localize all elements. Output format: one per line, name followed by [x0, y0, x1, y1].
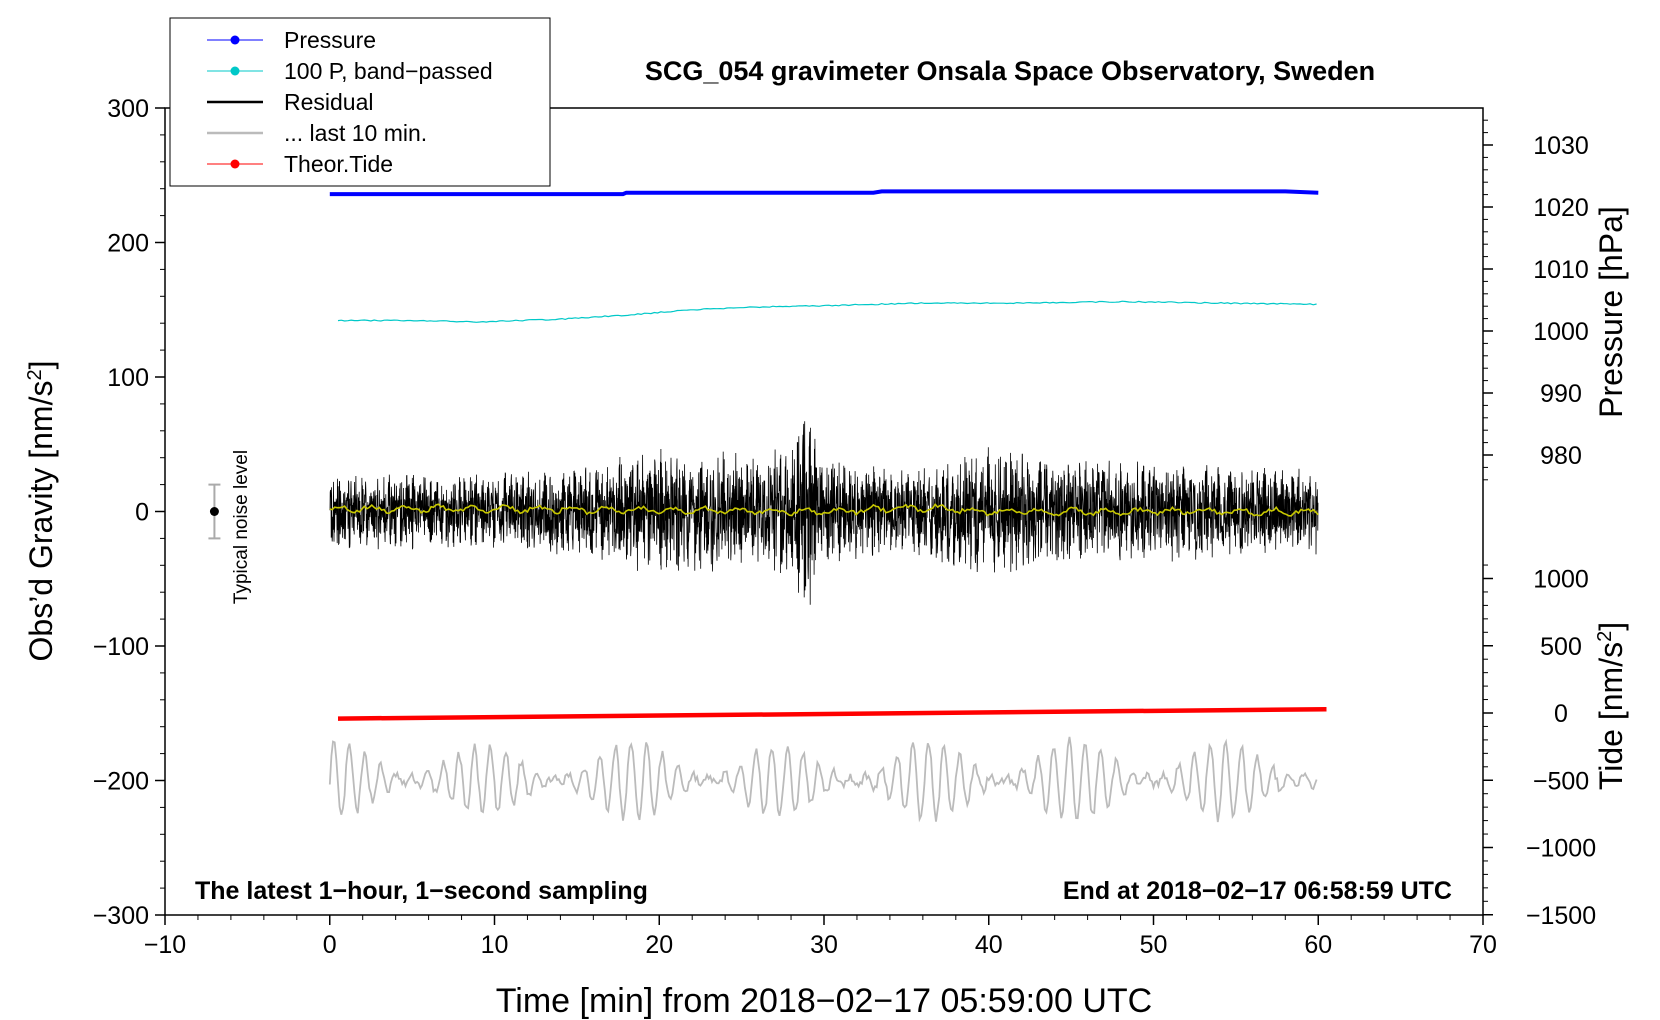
- annotation-sampling: The latest 1−hour, 1−second sampling: [195, 877, 648, 905]
- legend-label: 100 P, band−passed: [284, 58, 493, 84]
- pressure-tick-label: 980: [1540, 442, 1582, 470]
- y-tick-label: 200: [107, 230, 149, 258]
- chart-title: SCG_054 gravimeter Onsala Space Observat…: [645, 56, 1375, 86]
- series-band-passed: [337, 300, 1317, 323]
- x-tick-label: 30: [810, 931, 838, 959]
- series-residual-smoothed: [329, 502, 1319, 517]
- legend-label: Pressure: [284, 27, 376, 53]
- y-tick-label: −200: [93, 768, 149, 796]
- legend-items: Pressure 100 P, band−passed Residual ... la…: [207, 27, 493, 177]
- legend-marker: [230, 66, 240, 76]
- axes-layer: −10 0 10 20 30 40 50 60 70−300−200−1000100200300…: [93, 95, 1596, 959]
- tide-tick-label: 1000: [1533, 566, 1589, 594]
- tide-axis-label-text: Tide [nm/s: [1593, 642, 1629, 790]
- noise-point: [209, 507, 219, 516]
- y-tick-label: −300: [93, 902, 149, 930]
- y-tick-label: 300: [107, 95, 149, 123]
- noise-indicator: [208, 483, 221, 540]
- y-tick-label: −100: [93, 633, 149, 661]
- tide-tick-label: 0: [1554, 700, 1568, 728]
- left-axis-label-close: ]: [23, 361, 59, 370]
- x-axis-label: Time [min] from 2018−02−17 05:59:00 UTC: [496, 982, 1152, 1020]
- pressure-axis-label: Pressure [hPa]: [1593, 206, 1629, 418]
- tide-tick-label: 500: [1540, 633, 1582, 661]
- annotation-end-time: End at 2018−02−17 06:58:59 UTC: [1063, 877, 1452, 905]
- x-tick-label: 10: [481, 931, 509, 959]
- series-last-10-min: [328, 736, 1318, 823]
- series-residual: [329, 421, 1319, 605]
- left-axis-label-text: Obs’d Gravity [nm/s: [23, 381, 59, 662]
- series-layer: [328, 189, 1327, 823]
- legend-marker: [230, 159, 240, 169]
- x-tick-label: −10: [144, 931, 186, 959]
- tide-axis-label-sup: 2: [1594, 631, 1616, 642]
- tide-tick-label: −1500: [1526, 902, 1596, 930]
- noise-label: Typical noise level: [231, 450, 252, 604]
- tide-tick-label: −1000: [1526, 835, 1596, 863]
- pressure-tick-label: 1020: [1533, 194, 1589, 222]
- tide-tick-label: −500: [1533, 767, 1589, 795]
- series-theor-tide: [337, 706, 1327, 721]
- x-tick-label: 70: [1469, 931, 1497, 959]
- tide-axis-label: Tide [nm/s2]: [1593, 622, 1629, 790]
- legend-marker: [230, 35, 240, 45]
- x-tick-label: 60: [1304, 931, 1332, 959]
- left-axis-label-sup: 2: [24, 369, 46, 380]
- tide-axis-label-close: ]: [1593, 622, 1629, 631]
- legend: Pressure 100 P, band−passed Residual ... la…: [169, 17, 551, 187]
- y-tick-label: 0: [135, 499, 149, 527]
- pressure-tick-label: 1030: [1533, 132, 1589, 160]
- legend-label: Residual: [284, 89, 374, 115]
- pressure-tick-label: 1010: [1533, 256, 1589, 284]
- legend-label: Theor.Tide: [284, 151, 393, 177]
- legend-label: ... last 10 min.: [284, 120, 427, 146]
- pressure-tick-label: 1000: [1533, 318, 1589, 346]
- left-axis-label: Obs’d Gravity [nm/s2]: [23, 361, 59, 662]
- x-tick-label: 40: [975, 931, 1003, 959]
- x-tick-label: 0: [323, 931, 337, 959]
- series-pressure: [329, 189, 1319, 197]
- pressure-tick-label: 990: [1540, 380, 1582, 408]
- y-tick-label: 100: [107, 364, 149, 392]
- x-tick-label: 20: [645, 931, 673, 959]
- x-tick-label: 50: [1140, 931, 1168, 959]
